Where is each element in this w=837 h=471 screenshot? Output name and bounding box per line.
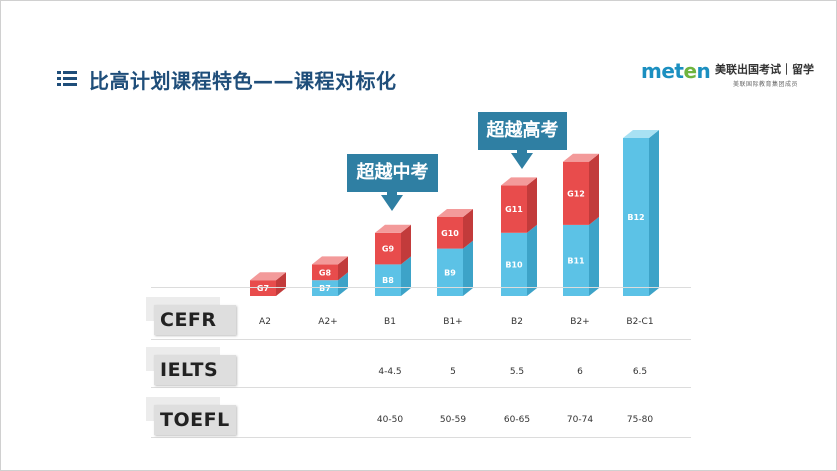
row-divider [151,339,691,340]
bar-red-label: G8 [319,268,332,277]
bar-blue [312,280,338,296]
cell-ielts: 6.5 [632,367,648,377]
callout-arrow-stem-zhongkao [387,192,397,196]
bar-blue [623,138,649,296]
bar-red-label: G12 [567,189,585,198]
row-divider [151,387,691,388]
bar-red-label: G10 [441,229,459,238]
bar-blue-label: B10 [505,260,523,269]
down-arrow-icon [381,195,403,211]
cell-ielts: 5 [450,367,456,377]
row-divider [151,287,691,288]
cell-toefl: 60-65 [503,415,531,425]
bar-red-top [375,224,411,233]
cell-cefr: A2+ [318,317,338,327]
bar-blue-side [649,130,659,296]
cell-toefl: 50-59 [439,415,467,425]
bar-blue [501,232,527,296]
bar-red-side [401,224,411,265]
bar-red [312,264,338,281]
callout-surpass-gaokao: 超越高考 [478,112,567,150]
callout-arrow-stem-gaokao [517,150,527,154]
cell-toefl: 40-50 [376,415,404,425]
bar-red-label: G7 [257,284,269,293]
cell-ielts: 4-4.5 [378,367,402,377]
bar-red [501,185,527,233]
bar-blue-label: B9 [444,268,456,277]
bar-blue-side [527,224,537,296]
cell-ielts: 5.5 [509,367,525,377]
logo-chinese-name: 美联出国考试｜留学 [715,63,814,76]
cell-cefr: B1+ [443,317,463,327]
bar-red [250,280,276,296]
bar-blue-side [338,272,348,296]
bar-blue-label: B11 [567,256,585,265]
bar-red-top [437,209,473,217]
bar-blue [563,224,589,296]
page-title: 比高计划课程特色——课程对标化 [89,69,397,93]
bar-red-label: G11 [505,205,523,214]
cell-cefr: A2 [259,317,271,327]
bar-blue-side [401,256,411,296]
bar-red-top [501,177,537,186]
bar-blue-side [589,216,599,296]
cell-toefl: 70-74 [566,415,594,425]
down-arrow-icon [511,153,533,169]
cell-cefr: B1 [384,317,396,327]
row-divider [151,437,691,438]
bar-red-side [276,272,286,296]
cell-cefr: B2+ [570,317,590,327]
bar-blue-label: B8 [382,276,394,285]
bar-blue [437,248,463,296]
callout-surpass-zhongkao: 超越中考 [347,154,438,192]
bar-red-side [527,177,537,233]
cell-ielts: 6 [577,367,583,377]
bar-blue-label: B7 [319,284,331,293]
bar-blue [375,264,401,296]
bar-red-top [312,256,348,265]
bar-blue-top [623,130,659,138]
cell-toefl: 75-80 [626,415,654,425]
cell-cefr: B2 [511,317,523,327]
bar-red [437,217,463,249]
meten-logo: meten 美联出国考试｜留学 美联国际教育集团成员 [641,59,821,91]
logo-subtitle: 美联国际教育集团成员 [733,81,799,88]
bar-red [563,161,589,225]
bar-blue-side [463,240,473,296]
logo-brand: meten [641,59,711,83]
bar-red [375,232,401,265]
list-icon [57,71,77,87]
bar-red-top [563,153,599,162]
cell-cefr: B2-C1 [626,317,654,327]
bar-red-side [589,153,599,225]
bar-red-side [463,209,473,249]
bar-red-top [250,272,286,281]
bar-blue-label: B12 [627,213,644,222]
bar-red-side [338,256,348,281]
bar-red-label: G9 [382,245,395,254]
